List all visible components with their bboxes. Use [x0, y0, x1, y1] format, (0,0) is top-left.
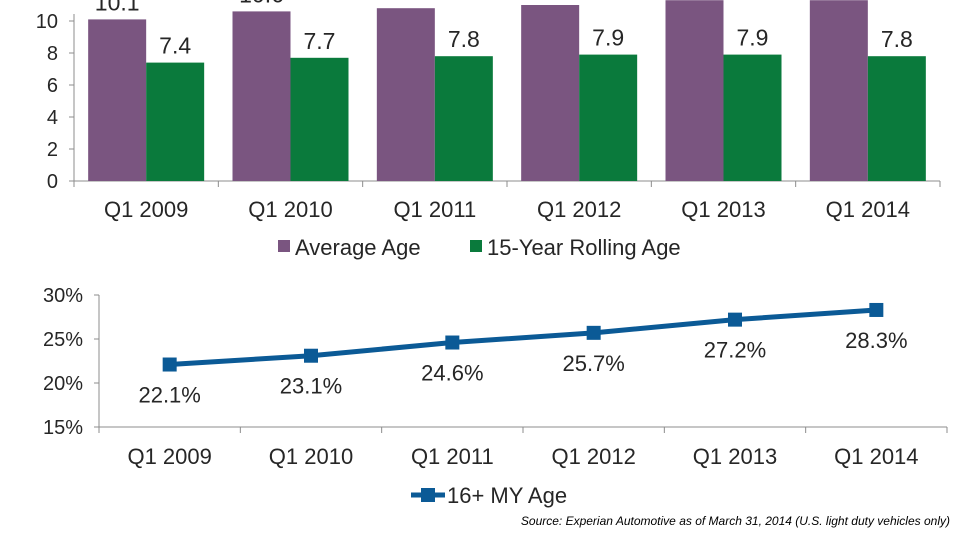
- bar-rolling-age: [723, 54, 782, 181]
- data-point: [162, 357, 177, 372]
- bar-rolling-age: [146, 62, 205, 181]
- source-note: Source: Experian Automotive as of March …: [520, 514, 950, 528]
- bar-average-age: [809, 0, 868, 182]
- legend-label: Average Age: [295, 235, 421, 260]
- data-label: 7.8: [881, 26, 913, 52]
- y-tick-label: 8: [47, 43, 58, 65]
- bar-average-age: [521, 5, 580, 181]
- x-tick-label: Q1 2010: [248, 197, 332, 222]
- data-label: 10.6: [239, 0, 284, 7]
- x-tick-label: Q1 2009: [127, 444, 211, 469]
- data-label: 10.8: [383, 0, 428, 4]
- data-label: 11.0: [529, 0, 572, 1]
- data-label: 25.7%: [562, 351, 624, 376]
- x-tick-label: Q1 2013: [693, 444, 777, 469]
- data-label: 23.1%: [280, 374, 342, 399]
- series-line: [169, 307, 877, 368]
- data-point: [445, 335, 460, 350]
- bar-rolling-age: [579, 54, 638, 181]
- y-tick-label: 20%: [43, 373, 83, 395]
- bar-chart: 0 2 4 6 8 10 10.1 7.4 Q1 2009 10.6 7.7 Q1 2010 10.8 7…: [36, 0, 941, 260]
- bar-average-age: [376, 8, 435, 182]
- y-tick-label: 6: [47, 75, 58, 97]
- x-tick-label: Q1 2011: [411, 444, 494, 469]
- data-label: 7.7: [304, 28, 336, 54]
- x-tick-label: Q1 2012: [537, 197, 621, 222]
- y-tick-label: 15%: [43, 417, 83, 439]
- data-label: 22.1%: [138, 383, 200, 408]
- data-label: 7.9: [737, 25, 769, 51]
- legend-label: 16+ MY Age: [447, 483, 567, 508]
- y-tick-label: 0: [47, 171, 58, 193]
- data-label: 7.4: [159, 33, 191, 59]
- data-label: 24.6%: [421, 361, 483, 386]
- bar-rolling-age: [867, 56, 926, 182]
- bar-rolling-age: [290, 57, 349, 181]
- data-point: [586, 325, 601, 340]
- x-tick-label: Q1 2013: [681, 197, 765, 222]
- bar-average-age: [665, 0, 724, 182]
- x-tick-label: Q1 2012: [551, 444, 635, 469]
- legend-swatch: [470, 240, 482, 252]
- data-label: 7.9: [592, 25, 624, 51]
- legend-label: 15-Year Rolling Age: [487, 235, 681, 260]
- data-label: 10.1: [95, 0, 140, 15]
- x-tick-label: Q1 2011: [393, 197, 476, 222]
- data-label: 27.2%: [704, 338, 766, 363]
- legend-marker: [421, 488, 435, 502]
- bar-rolling-age: [434, 56, 493, 182]
- legend-swatch: [278, 240, 290, 252]
- y-tick-label: 30%: [43, 285, 83, 307]
- data-label: 28.3%: [845, 328, 907, 353]
- data-point: [304, 348, 318, 363]
- x-tick-label: Q1 2014: [826, 197, 910, 222]
- x-tick-label: Q1 2009: [104, 197, 188, 222]
- bar-average-age: [88, 19, 147, 182]
- y-tick-label: 10: [36, 11, 58, 33]
- data-point: [869, 302, 884, 317]
- x-tick-label: Q1 2010: [269, 444, 353, 469]
- bar-average-age: [232, 11, 291, 182]
- y-tick-label: 4: [47, 107, 58, 129]
- data-label: 7.8: [448, 26, 480, 52]
- data-point: [728, 312, 742, 327]
- x-tick-label: Q1 2014: [834, 444, 918, 469]
- y-tick-label: 2: [47, 139, 58, 161]
- y-tick-label: 25%: [43, 329, 83, 351]
- line-chart: 15% 20% 25% 30% Q1 2009 Q1 2010 Q1 2011 Q1 2012…: [43, 285, 948, 508]
